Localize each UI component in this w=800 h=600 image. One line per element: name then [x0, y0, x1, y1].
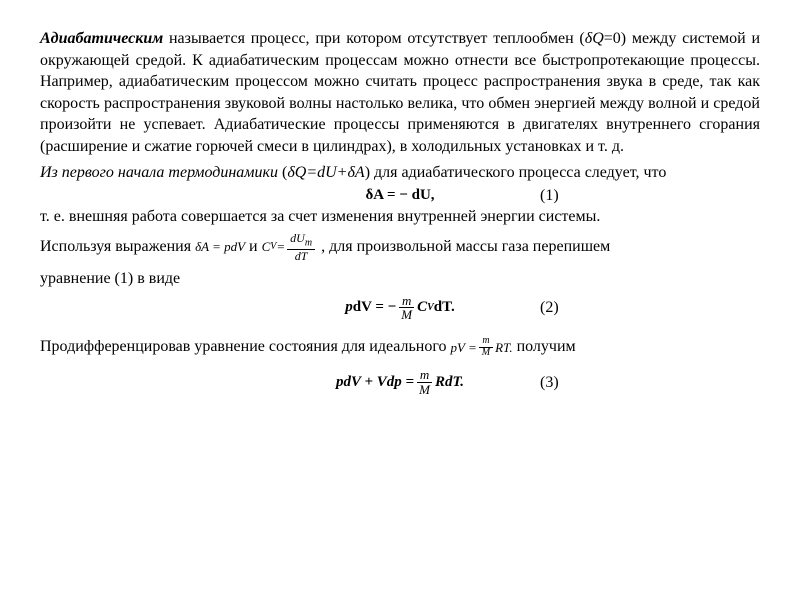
- p4-cv: C: [262, 238, 271, 256]
- equation-2: pdV = − m M CVdT. (2): [40, 294, 760, 322]
- eq3-l: pdV + Vdp =: [336, 374, 414, 391]
- p6-a: Продифференцировав уравнение состояния д…: [40, 338, 451, 355]
- eq2-body: pdV = − m M CVdT.: [345, 294, 455, 322]
- eq2-rest: C: [417, 299, 427, 316]
- eq3-frac-num: m: [417, 368, 432, 383]
- eq3-body: pdV + Vdp = m M RdT.: [336, 368, 464, 396]
- p6-expr: pV = m M RT.: [451, 336, 513, 358]
- eq1-body: δA = − dU,: [365, 187, 434, 204]
- eq2-frac-den: M: [398, 308, 415, 322]
- p4-eqs: =: [276, 238, 285, 256]
- eq3-number: (3): [540, 374, 559, 392]
- eq2-rest2: dT.: [434, 299, 455, 316]
- p4-cv-expr: CV = dUm dT: [262, 232, 317, 262]
- p4-frac-num-sub: m: [305, 237, 312, 248]
- eq3-frac-den: M: [416, 383, 433, 397]
- paragraph-3: т. е. внешняя работа совершается за счет…: [40, 206, 760, 228]
- paragraph-6: Продифференцировав уравнение состояния д…: [40, 336, 760, 358]
- eq2-dv: dV = −: [353, 299, 397, 316]
- p4-frac-num: dU: [290, 231, 305, 245]
- eq2-frac-num: m: [399, 294, 414, 309]
- eq2-p: p: [345, 299, 353, 316]
- paragraph-4: Используя выражения δA = pdV и CV = dUm …: [40, 232, 760, 262]
- p2-expr: δQ=dU+δA: [287, 164, 364, 181]
- p6-rt: RT.: [495, 339, 512, 357]
- p4-frac-den: dT: [292, 250, 311, 263]
- p5-text: уравнение (1) в виде: [40, 270, 180, 287]
- eq2-number: (2): [540, 299, 559, 317]
- eq1-number: (1): [540, 187, 559, 205]
- p6-frac-den: M: [479, 348, 493, 359]
- eq2-sub: V: [427, 302, 434, 313]
- p2-lead: Из первого начала термодинамики: [40, 164, 278, 181]
- p3-text: т. е. внешняя работа совершается за счет…: [40, 208, 600, 225]
- p6-pv: pV =: [451, 339, 477, 357]
- p4-c: , для произвольной массы газа перепишем: [321, 238, 610, 255]
- p6-b: получим: [517, 338, 576, 355]
- equation-1: δA = − dU, (1): [40, 187, 760, 204]
- eq3-r: RdT.: [435, 374, 464, 391]
- p6-frac: m M: [479, 336, 493, 358]
- eq2-frac: m M: [398, 294, 415, 322]
- paragraph-5: уравнение (1) в виде: [40, 268, 760, 290]
- p1-text-b: =0) между системой и окружающей средой. …: [40, 30, 760, 155]
- term-adiabatic: Адиабатическим: [40, 30, 163, 47]
- p2-mid2: ) для адиабатического процесса следует, …: [365, 164, 667, 181]
- paragraph-2: Из первого начала термодинамики (δQ=dU+δ…: [40, 162, 760, 184]
- p4-b: и: [249, 238, 262, 255]
- page: Адиабатическим называется процесс, при к…: [0, 0, 800, 419]
- p4-a: Используя выражения: [40, 238, 195, 255]
- p1-text-a: называется процесс, при котором отсутств…: [163, 30, 585, 47]
- equation-3: pdV + Vdp = m M RdT. (3): [40, 368, 760, 396]
- p4-frac: dUm dT: [287, 232, 315, 262]
- eq3-frac: m M: [416, 368, 433, 396]
- paragraph-1: Адиабатическим называется процесс, при к…: [40, 28, 760, 158]
- p1-dq: δQ: [585, 30, 604, 47]
- p2-mid: (: [278, 164, 287, 181]
- p4-expr1: δA = pdV: [195, 239, 245, 254]
